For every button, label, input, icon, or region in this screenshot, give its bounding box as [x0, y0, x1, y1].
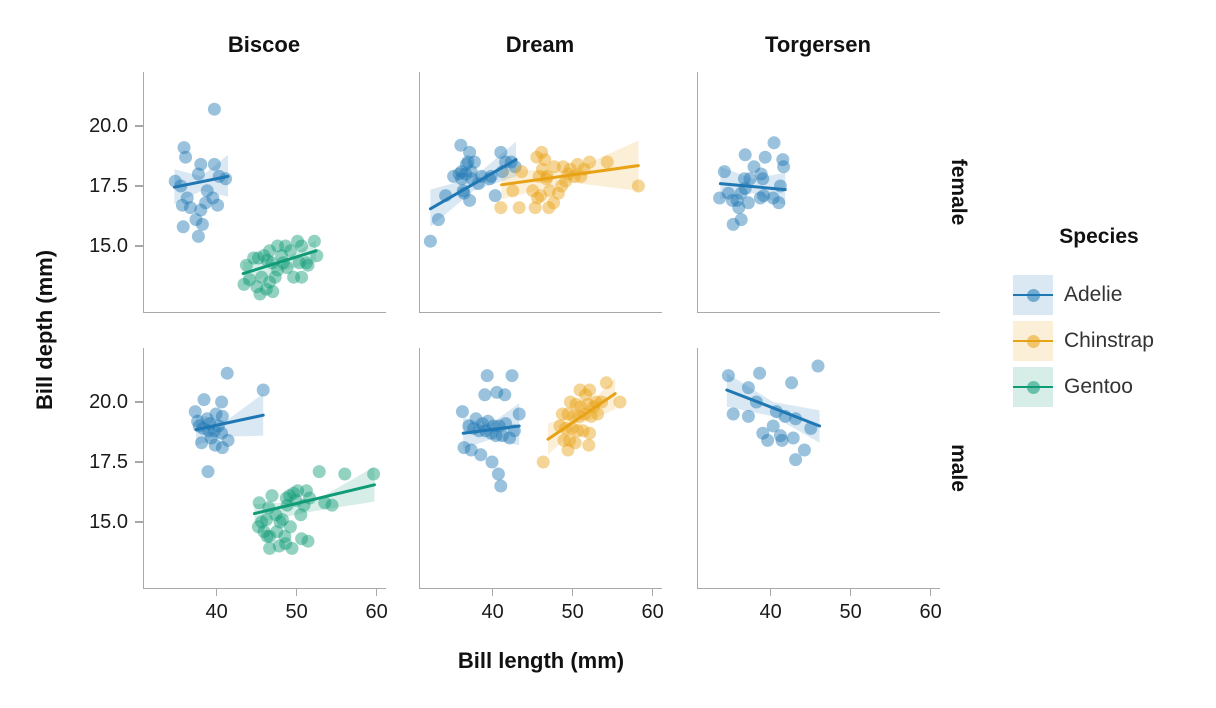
- chinstrap-confidence-band: [501, 140, 639, 200]
- gentoo-trend-line: [252, 483, 376, 516]
- facet-panel-female-dream: [419, 72, 662, 313]
- legend-entry-gentoo: Gentoo: [1013, 367, 1185, 407]
- adelie-trend-line: [718, 182, 787, 192]
- facet-column-title-biscoe: Biscoe: [227, 32, 301, 57]
- adelie-points: [168, 102, 233, 243]
- legend-entry-adelie: Adelie: [1013, 275, 1185, 315]
- adelie-confidence-band: [196, 393, 264, 446]
- adelie-trend-line: [725, 388, 822, 428]
- x-tick: [375, 588, 378, 596]
- legend-entry-chinstrap: Chinstrap: [1013, 321, 1185, 361]
- facet-panel-male-biscoe: [143, 348, 386, 589]
- adelie-swatch-icon: [1013, 275, 1053, 315]
- y-tick-label: 15.0: [89, 235, 128, 257]
- chinstrap-trend-line: [546, 392, 617, 441]
- y-tick-label: 20.0: [89, 391, 128, 413]
- adelie-trend-line: [194, 413, 265, 432]
- x-tick: [215, 588, 218, 596]
- adelie-trend-line: [461, 424, 521, 435]
- facet-panel-female-torgersen: [697, 72, 940, 313]
- x-tick-label: 40: [205, 601, 228, 623]
- y-tick-label: 20.0: [89, 115, 128, 137]
- legend-label: Gentoo: [1064, 375, 1133, 398]
- gentoo-confidence-band: [254, 466, 375, 524]
- x-tick: [849, 588, 852, 596]
- x-tick-label: 60: [365, 601, 388, 623]
- chinstrap-points: [536, 376, 627, 469]
- gentoo-points: [237, 234, 324, 301]
- adelie-trend-line: [428, 158, 518, 211]
- gentoo-swatch-icon: [1013, 367, 1053, 407]
- chinstrap-swatch-icon: [1013, 321, 1053, 361]
- x-tick-label: 60: [919, 601, 942, 623]
- x-tick-label: 40: [759, 601, 782, 623]
- legend-title: Species: [1059, 225, 1139, 248]
- x-tick-label: 60: [641, 601, 664, 623]
- x-tick-label: 50: [839, 601, 862, 623]
- facet-column-title-dream: Dream: [505, 32, 575, 57]
- legend-label: Chinstrap: [1064, 329, 1154, 352]
- adelie-confidence-band: [463, 403, 520, 449]
- x-tick: [769, 588, 772, 596]
- x-tick-label: 40: [481, 601, 504, 623]
- facet-row-label-female: female: [947, 158, 970, 226]
- y-tick: [135, 461, 143, 463]
- x-axis-title: Bill length (mm): [457, 648, 625, 673]
- chinstrap-trend-line: [500, 164, 640, 187]
- y-tick: [135, 521, 143, 523]
- facet-row-label-male: male: [947, 444, 970, 492]
- facet-panel-male-dream: [419, 348, 662, 589]
- legend-label: Adelie: [1064, 283, 1123, 306]
- y-tick-label: 17.5: [89, 175, 128, 197]
- x-tick: [295, 588, 298, 596]
- x-tick: [571, 588, 574, 596]
- facet-column-title-torgersen: Torgersen: [765, 32, 871, 57]
- x-tick-label: 50: [561, 601, 584, 623]
- gentoo-points: [251, 465, 381, 555]
- adelie-confidence-band: [174, 154, 228, 204]
- y-tick-label: 15.0: [89, 511, 128, 533]
- y-tick: [135, 401, 143, 403]
- y-tick-label: 17.5: [89, 451, 128, 473]
- x-tick: [651, 588, 654, 596]
- gentoo-trend-line: [241, 249, 318, 276]
- y-tick: [135, 125, 143, 127]
- facet-panel-female-biscoe: [143, 72, 386, 313]
- y-tick: [135, 245, 143, 247]
- facet-panel-male-torgersen: [697, 348, 940, 589]
- legend: Species Adelie Chinstrap Gentoo: [1013, 225, 1185, 413]
- adelie-points: [455, 369, 526, 493]
- y-axis-title: Bill depth (mm): [32, 249, 57, 411]
- x-tick-label: 50: [285, 601, 308, 623]
- x-tick: [929, 588, 932, 596]
- y-tick: [135, 185, 143, 187]
- adelie-trend-line: [172, 174, 230, 189]
- x-tick: [491, 588, 494, 596]
